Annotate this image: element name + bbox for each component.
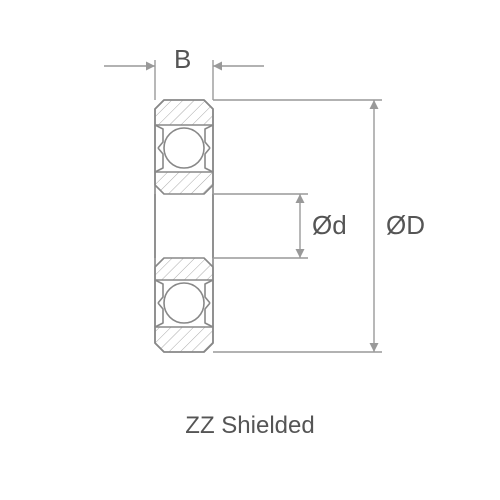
bearing-diagram: B Ød ØD ZZ Shielded bbox=[0, 0, 500, 500]
label-inner-diameter: Ød bbox=[312, 210, 347, 241]
label-width-B: B bbox=[174, 44, 191, 75]
caption-text: ZZ Shielded bbox=[185, 412, 314, 440]
label-outer-diameter: ØD bbox=[386, 210, 425, 241]
